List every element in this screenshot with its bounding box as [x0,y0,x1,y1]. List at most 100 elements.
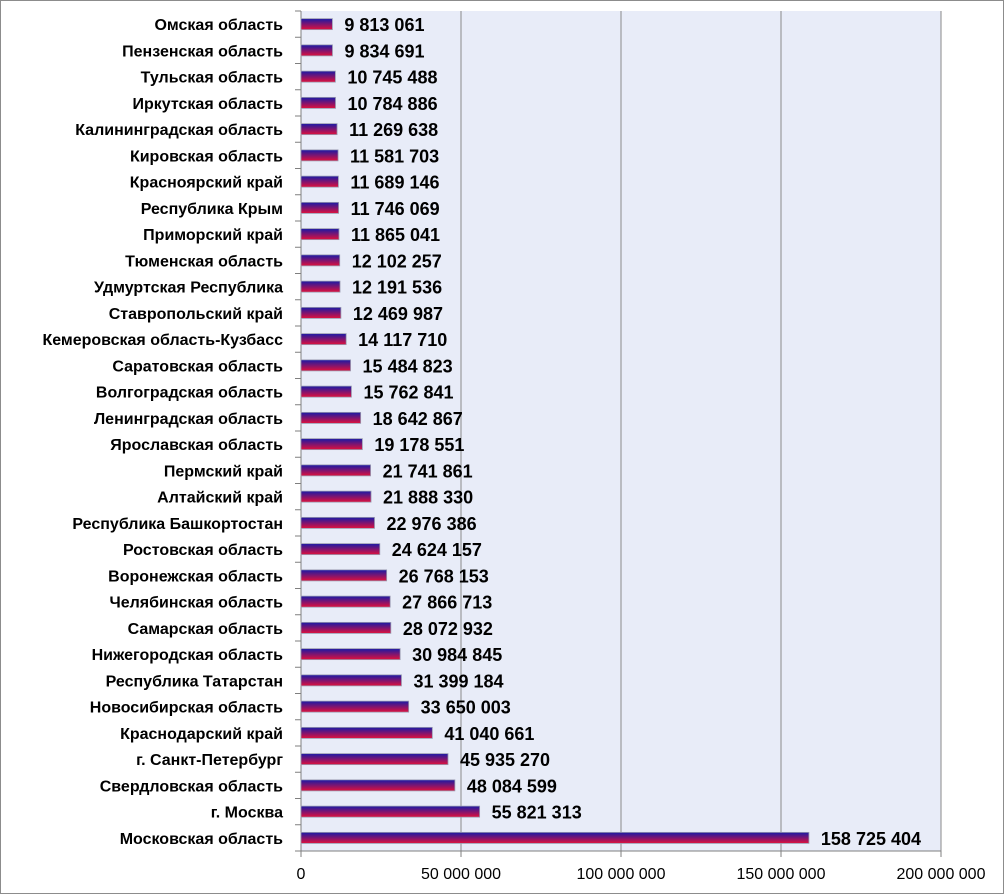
data-label: 12 191 536 [352,278,442,298]
category-label: Алтайский край [157,490,283,507]
category-label: Калининградская область [75,122,283,139]
category-label: Ярославская область [110,437,283,454]
category-label: Челябинская область [110,595,284,612]
bar [300,44,333,57]
bar [300,333,347,346]
bar [300,280,341,293]
bar [300,464,371,477]
bar [300,228,340,241]
data-label: 9 834 691 [344,41,424,61]
category-label: Кемеровская область-Кузбасс [42,332,283,349]
bar [300,726,433,739]
data-label: 41 040 661 [444,724,534,744]
category-label: Приморский край [143,227,283,244]
category-label: Ленинградская область [94,411,283,428]
bar [300,70,336,83]
category-label: Удмуртская Республика [94,280,283,297]
x-tick-label: 100 000 000 [577,866,666,883]
bar [300,805,481,818]
data-label: 48 084 599 [467,776,557,796]
category-label: Тульская область [141,70,283,87]
data-label: 11 865 041 [351,225,440,245]
bar [300,648,401,661]
bar [300,831,810,844]
bar [300,175,339,188]
bar [300,306,342,319]
bar [300,569,388,582]
data-label: 30 984 845 [412,645,502,665]
data-label: 31 399 184 [413,671,503,691]
bar [300,123,338,136]
category-label: Республика Башкортостан [72,516,283,533]
category-label: Самарская область [128,621,284,638]
data-label: 18 642 867 [373,409,463,429]
category-label: Пензенская область [122,43,283,60]
data-label: 14 117 710 [358,330,447,350]
data-label: 21 888 330 [383,488,473,508]
bar [300,779,456,792]
data-label: 28 072 932 [403,619,493,639]
category-label: Иркутская область [133,96,284,113]
category-label: Красноярский край [130,175,283,192]
category-label: Московская область [120,831,283,848]
bar [300,490,372,503]
data-label: 11 746 069 [351,199,440,219]
category-label: Республика Крым [141,201,283,218]
bar [300,254,341,267]
category-label: Нижегородская область [92,647,284,664]
data-label: 11 689 146 [350,173,439,193]
data-label: 12 469 987 [353,304,443,324]
data-label: 19 178 551 [374,435,464,455]
data-label: 11 269 638 [349,120,438,140]
category-label: Кировская область [130,148,283,165]
x-tick-label: 0 [297,866,306,883]
bar [300,359,351,372]
bar [300,149,339,162]
x-tick-label: 50 000 000 [421,866,501,883]
bar [300,674,402,687]
bar [300,700,410,713]
x-tick-label: 200 000 000 [897,866,986,883]
data-label: 15 762 841 [363,383,453,403]
data-label: 24 624 157 [392,540,482,560]
bar [300,411,362,424]
data-label: 45 935 270 [460,750,550,770]
data-label: 12 102 257 [352,251,442,271]
data-label: 158 725 404 [821,829,921,849]
category-label: Волгоградская область [96,385,283,402]
data-label: 10 745 488 [347,68,437,88]
data-label: 15 484 823 [363,356,453,376]
bar [300,543,381,556]
data-label: 9 813 061 [344,15,424,35]
bar [300,621,392,634]
x-tick-label: 150 000 000 [737,866,826,883]
category-label: Ростовская область [123,542,283,559]
category-label: Республика Татарстан [106,673,283,690]
bar [300,595,391,608]
bar [300,18,333,31]
data-label: 11 581 703 [350,146,439,166]
category-label: Омская область [154,17,283,34]
category-label: Ставропольский край [109,306,283,323]
data-label: 21 741 861 [383,461,473,481]
category-label: Воронежская область [108,568,283,585]
data-label: 22 976 386 [387,514,477,534]
category-label: г. Санкт-Петербург [136,752,283,769]
category-label: Саратовская область [112,358,283,375]
category-label: г. Москва [211,805,283,822]
category-label: Новосибирская область [90,700,283,717]
data-label: 26 768 153 [399,566,489,586]
category-label: Свердловская область [100,778,283,795]
data-label: 55 821 313 [492,803,582,823]
data-label: 33 650 003 [421,698,511,718]
bar [300,516,375,529]
bar [300,385,352,398]
bar [300,201,339,214]
category-label: Тюменская область [125,253,283,270]
bar [300,753,449,766]
data-label: 10 784 886 [348,94,438,114]
data-label: 27 866 713 [402,593,492,613]
bar [300,96,336,109]
